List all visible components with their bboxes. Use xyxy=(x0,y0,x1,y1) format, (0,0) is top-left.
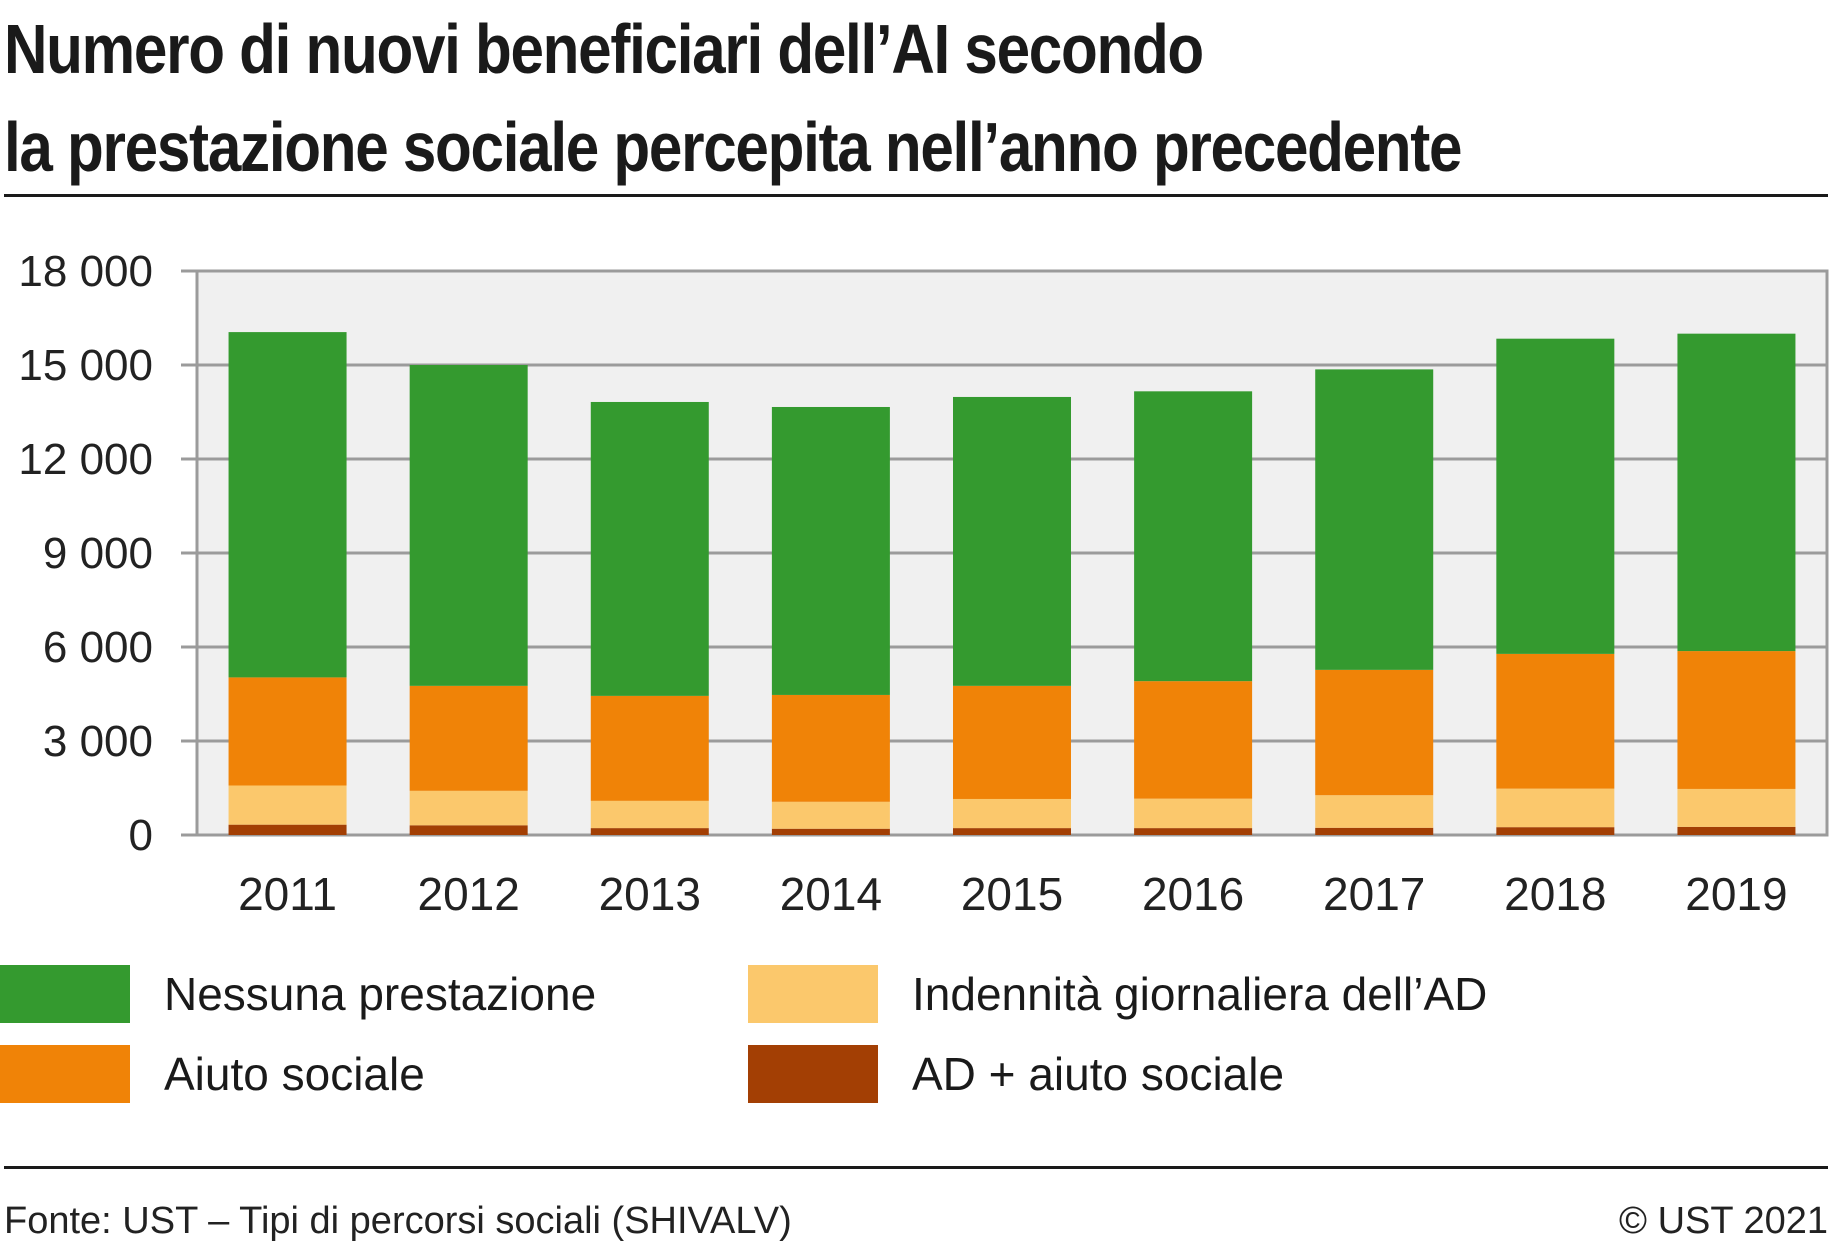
bar-segment xyxy=(409,825,528,835)
bar-segment xyxy=(409,365,528,686)
bar-segment xyxy=(228,677,347,786)
x-tick-label: 2018 xyxy=(1504,868,1606,920)
bar-segment xyxy=(409,790,528,826)
stacked-bar-chart: 0 3 000 6 000 9 000 12 000 15 000 18 000 2011 20… xyxy=(18,247,1829,920)
x-tick-label: 2019 xyxy=(1685,868,1787,920)
x-tick-label: 2011 xyxy=(238,868,337,920)
legend-label-ad-aiuto-sociale: AD + aiuto sociale xyxy=(912,1048,1285,1100)
bar-segment xyxy=(590,401,709,696)
legend-item-nessuna-prestazione: Nessuna prestazione xyxy=(0,965,596,1023)
bar-segment xyxy=(1315,827,1434,835)
bar-segment xyxy=(1315,795,1434,828)
bar-segment xyxy=(953,396,1071,686)
bar-segment xyxy=(1677,333,1796,652)
y-tick-label: 0 xyxy=(129,811,153,860)
bar-segment xyxy=(1496,788,1615,828)
bar-segment xyxy=(590,695,709,801)
x-tick-label: 2015 xyxy=(961,868,1063,920)
bar-segment xyxy=(953,828,1071,835)
legend-swatch-indennita-giornaliera xyxy=(748,965,878,1023)
bar-segment xyxy=(590,828,709,835)
y-tick-label: 3 000 xyxy=(43,717,153,766)
y-tick-label: 6 000 xyxy=(43,623,153,672)
bottom-divider xyxy=(4,1166,1828,1169)
legend-label-indennita-giornaliera: Indennità giornaliera dell’AD xyxy=(912,968,1488,1020)
bar-segment xyxy=(771,801,890,829)
bar-segment xyxy=(771,694,890,802)
x-tick-label: 2016 xyxy=(1142,868,1244,920)
bar-segment xyxy=(771,828,890,835)
chart-title-line-2: la prestazione sociale percepita nell’an… xyxy=(4,108,1463,186)
legend-item-aiuto-sociale: Aiuto sociale xyxy=(0,1045,425,1103)
legend-swatch-ad-aiuto-sociale xyxy=(748,1045,878,1103)
bar-segment xyxy=(953,798,1071,829)
bar-segment xyxy=(1134,391,1253,682)
legend-item-indennita-giornaliera: Indennità giornaliera dell’AD xyxy=(748,965,1487,1023)
top-divider xyxy=(4,194,1828,197)
y-tick-label: 15 000 xyxy=(18,341,153,390)
legend-item-ad-aiuto-sociale: AD + aiuto sociale xyxy=(748,1045,1284,1103)
y-tick-label: 18 000 xyxy=(18,247,153,296)
bar-segment xyxy=(228,332,347,678)
source-note: Fonte: UST – Tipi di percorsi sociali (S… xyxy=(4,1200,792,1242)
bar-segment xyxy=(1496,653,1615,789)
bar-segment xyxy=(590,800,709,829)
legend-swatch-aiuto-sociale xyxy=(0,1045,130,1103)
y-tick-label: 9 000 xyxy=(43,529,153,578)
bar-segment xyxy=(409,685,528,791)
legend-label-aiuto-sociale: Aiuto sociale xyxy=(164,1048,425,1100)
chart-title-line-1: Numero di nuovi beneficiari dell’AI seco… xyxy=(4,10,1204,88)
bar-segment xyxy=(1677,651,1796,789)
bar-segment xyxy=(1677,788,1796,827)
bar-segment xyxy=(1134,798,1253,829)
bar-segment xyxy=(1677,826,1796,835)
bar-segment xyxy=(1315,669,1434,796)
y-tick-label: 12 000 xyxy=(18,435,153,484)
x-tick-label: 2013 xyxy=(599,868,701,920)
legend-swatch-nessuna-prestazione xyxy=(0,965,130,1023)
copyright-note: © UST 2021 xyxy=(1619,1200,1828,1242)
chart-title: Numero di nuovi beneficiari dell’AI seco… xyxy=(4,0,1569,196)
x-tick-label: 2012 xyxy=(417,868,519,920)
bar-segment xyxy=(1315,369,1434,670)
bar-segment xyxy=(771,406,890,695)
x-tick-label: 2014 xyxy=(780,868,882,920)
bar-segment xyxy=(1496,827,1615,835)
bar-segment xyxy=(1496,338,1615,654)
bar-segment xyxy=(1134,681,1253,799)
bar-segment xyxy=(953,685,1071,799)
legend-label-nessuna-prestazione: Nessuna prestazione xyxy=(164,968,597,1020)
chart-legend: Nessuna prestazione Indennità giornalier… xyxy=(0,965,1832,1115)
bar-segment xyxy=(228,785,347,825)
bar-segment xyxy=(228,824,347,835)
bar-segment xyxy=(1134,828,1253,835)
x-tick-label: 2017 xyxy=(1323,868,1425,920)
